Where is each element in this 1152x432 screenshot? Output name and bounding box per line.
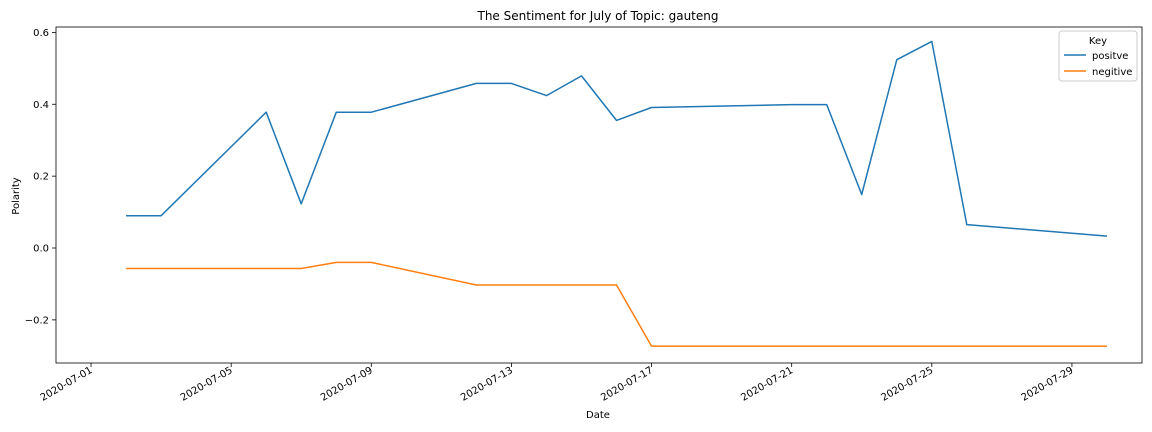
x-tick-label: 2020-07-25 xyxy=(879,365,935,404)
x-axis-label: Date xyxy=(586,410,610,421)
series-line-positve xyxy=(126,40,1108,237)
plot-frame xyxy=(55,26,1143,364)
x-tick-label: 2020-07-05 xyxy=(179,365,235,404)
y-tick-label: 0.4 xyxy=(33,100,49,111)
legend-title: Key xyxy=(1089,36,1107,47)
y-tick-label: 0.0 xyxy=(33,244,49,255)
x-tick-label: 2020-07-21 xyxy=(739,365,795,404)
y-tick-label: 0.2 xyxy=(33,172,49,183)
x-tick-label: 2020-07-09 xyxy=(319,365,375,404)
legend-label-negitive: negitive xyxy=(1092,67,1132,78)
legend-label-positve: positve xyxy=(1092,51,1128,62)
x-tick-label: 2020-07-01 xyxy=(39,365,95,404)
y-axis-label: Polarity xyxy=(11,177,22,215)
x-tick-label: 2020-07-29 xyxy=(1020,365,1076,404)
y-tick-label: 0.6 xyxy=(33,28,49,39)
x-tick-label: 2020-07-17 xyxy=(599,365,655,404)
y-tick-label: −0.2 xyxy=(25,315,49,326)
chart-title: The Sentiment for July of Topic: gauteng xyxy=(477,9,719,23)
legend: Key positve negitive xyxy=(1058,30,1138,82)
legend-box xyxy=(1058,30,1138,82)
x-tick-label: 2020-07-13 xyxy=(459,365,515,404)
series-line-negitive xyxy=(126,261,1107,347)
